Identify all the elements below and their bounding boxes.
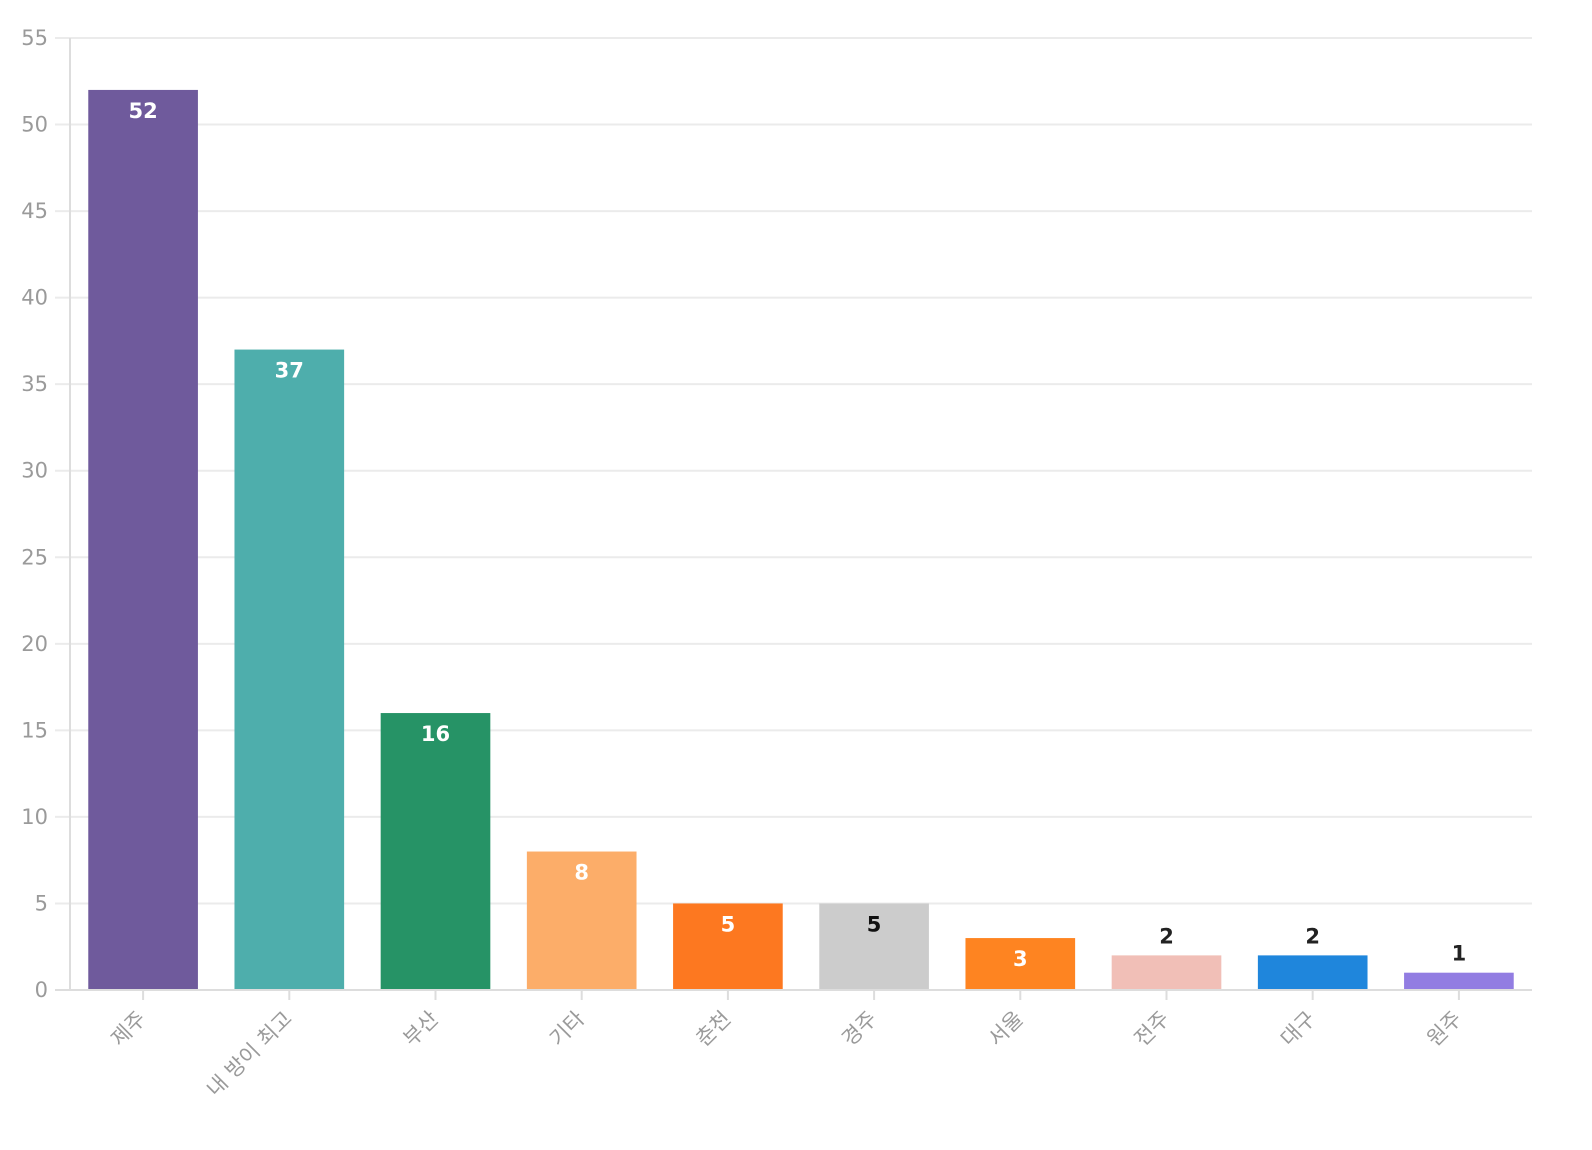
bar-1 — [88, 89, 198, 991]
y-tick-label: 25 — [21, 545, 48, 569]
data-label: 1 — [1452, 942, 1467, 966]
bar-2 — [234, 349, 345, 991]
y-tick-label: 35 — [21, 372, 48, 396]
data-label: 16 — [421, 722, 450, 746]
y-tick-label: 55 — [21, 26, 48, 50]
data-label: 52 — [128, 99, 157, 123]
x-tick-label: 기타 — [545, 1007, 589, 1051]
bar-10 — [1404, 972, 1514, 990]
data-label: 2 — [1305, 924, 1320, 948]
data-label: 5 — [721, 912, 736, 936]
x-tick-label: 내 방이 최고 — [202, 1007, 297, 1102]
y-tick-label: 30 — [21, 459, 48, 483]
x-tick-label: 제주 — [106, 1007, 150, 1051]
y-tick-label: 45 — [21, 199, 48, 223]
bar-5 — [673, 903, 783, 990]
data-label: 2 — [1159, 924, 1174, 948]
y-tick-label: 10 — [21, 805, 48, 829]
y-tick-labels: 0 5 10 15 20 25 30 35 40 45 50 55 — [21, 26, 48, 1002]
data-label: 8 — [574, 861, 589, 885]
x-tick-label: 부산 — [399, 1007, 443, 1051]
x-tick-labels: 제주 내 방이 최고 부산 기타 춘천 경주 서울 전주 대구 원주 — [106, 990, 1466, 1101]
x-tick-label: 대구 — [1276, 1007, 1320, 1051]
data-label: 3 — [1013, 947, 1028, 971]
data-label: 5 — [867, 912, 882, 936]
y-tick-label: 20 — [21, 632, 48, 656]
bars — [88, 89, 1514, 991]
x-tick-label: 원주 — [1422, 1007, 1466, 1051]
bar-8 — [1111, 955, 1222, 990]
data-label: 37 — [275, 359, 304, 383]
x-tick-label: 서울 — [984, 1007, 1028, 1051]
data-labels: 52 37 16 8 5 5 3 2 2 1 — [128, 99, 1466, 971]
y-tick-label: 15 — [21, 718, 48, 742]
bar-3 — [380, 713, 491, 990]
x-tick-label: 경주 — [837, 1007, 881, 1051]
y-tick-label: 5 — [35, 891, 48, 915]
x-tick-label: 전주 — [1130, 1007, 1174, 1051]
x-tick-label: 춘천 — [691, 1007, 735, 1051]
y-tick-label: 0 — [35, 978, 48, 1002]
bar-6 — [819, 903, 929, 990]
bar-7 — [965, 938, 1076, 990]
axes — [55, 38, 1532, 991]
y-tick-label: 50 — [21, 113, 48, 137]
bar-9 — [1257, 955, 1368, 990]
y-tick-label: 40 — [21, 286, 48, 310]
bar-4 — [526, 851, 637, 990]
